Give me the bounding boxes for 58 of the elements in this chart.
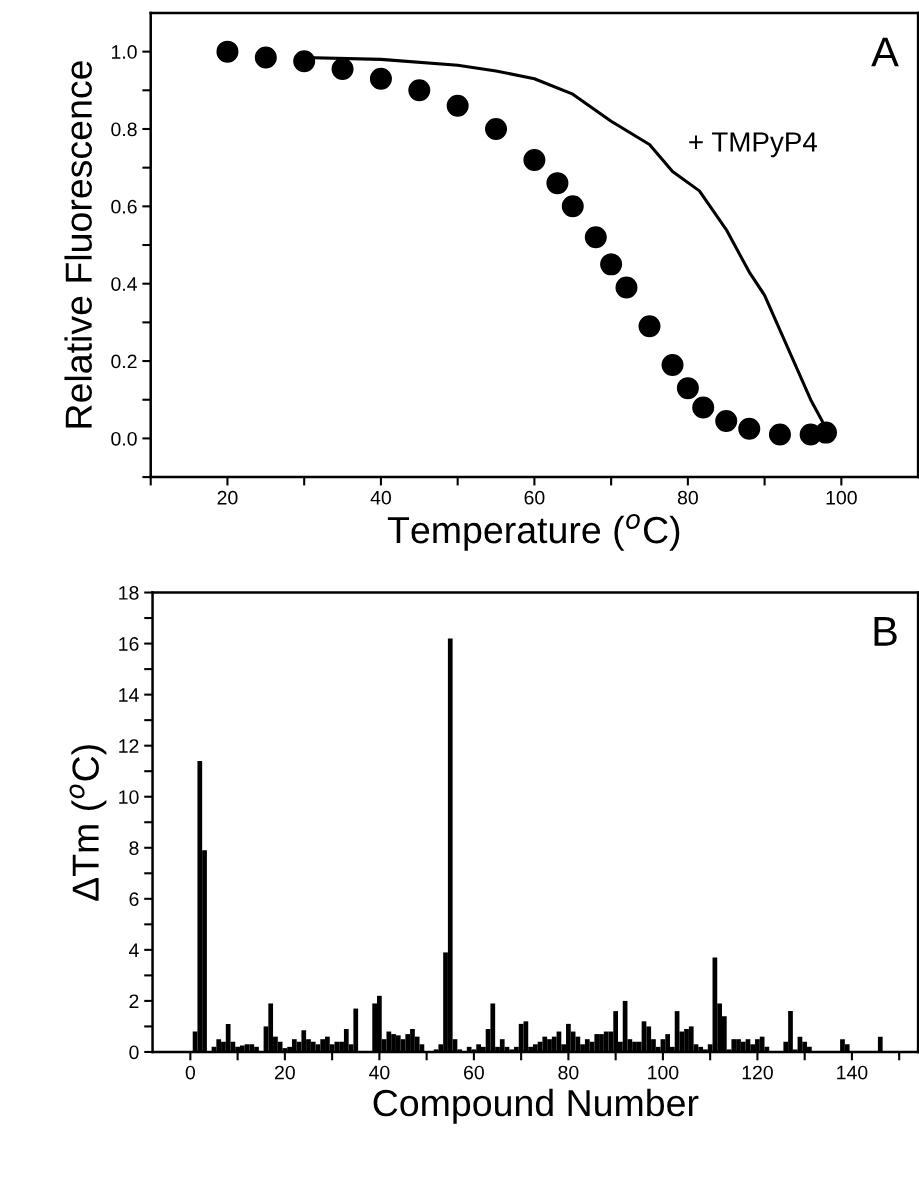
point	[546, 172, 569, 195]
point	[523, 148, 546, 171]
point	[584, 226, 607, 249]
point	[485, 117, 508, 140]
x-tick-label: 120	[742, 1065, 773, 1080]
point	[408, 79, 431, 102]
y-tick-label: 2	[129, 994, 139, 1008]
point	[661, 353, 684, 376]
x-tick-label: 140	[837, 1065, 868, 1080]
y-axis-title: Relative Fluorescence	[64, 61, 92, 428]
y-tick-label: 0.6	[111, 199, 137, 214]
y-tick-label: 0.2	[111, 354, 137, 369]
point	[561, 195, 584, 218]
x-tick-label: 0	[185, 1065, 195, 1080]
y-tick-label: 0.4	[111, 277, 137, 291]
y-tick-label: 10	[119, 790, 139, 804]
y-tick-label: 4	[128, 943, 139, 957]
point	[446, 94, 469, 117]
annotation: A	[871, 37, 899, 67]
point	[768, 423, 791, 446]
point	[369, 67, 392, 90]
annotation: B	[874, 617, 897, 646]
point	[615, 276, 638, 299]
x-axis-title: Temperature ($^{o}$C)	[387, 513, 680, 551]
x-tick-label: 40	[370, 490, 391, 505]
y-tick-label: 16	[119, 637, 139, 651]
y-tick-label: 18	[119, 586, 139, 600]
point	[216, 40, 239, 63]
annotation: + TMPyP4	[689, 132, 818, 158]
y-tick-label: 8	[129, 841, 139, 855]
x-tick-label: 100	[648, 1065, 679, 1080]
point	[676, 377, 699, 400]
x-tick-label: 60	[464, 1065, 484, 1080]
y-tick-label: 0	[129, 1045, 139, 1060]
point	[638, 315, 661, 338]
y-tick-label: 1.0	[111, 45, 137, 59]
point	[293, 50, 316, 73]
point	[738, 417, 761, 440]
point	[254, 46, 277, 69]
point	[331, 58, 354, 81]
y-tick-label: 0.0	[111, 431, 137, 446]
y-tick-label: 14	[119, 688, 139, 702]
y-tick-label: 12	[119, 739, 139, 753]
x-tick-label: 40	[369, 1065, 390, 1080]
point	[715, 410, 738, 433]
x-tick-label: 80	[558, 1065, 579, 1080]
y-tick-label: 6	[129, 892, 139, 907]
point	[815, 421, 837, 444]
x-tick-label: 20	[275, 1065, 295, 1080]
point	[600, 253, 623, 276]
x-tick-label: 100	[826, 490, 857, 505]
y-tick-label: 0.8	[111, 122, 137, 137]
x-tick-label: 80	[677, 490, 698, 505]
point	[692, 396, 715, 419]
y-axis-title: ΔTm ($^{o}$C)	[69, 745, 107, 901]
x-tick-label: 20	[217, 490, 238, 505]
x-axis-title: Compound Number	[373, 1088, 699, 1124]
x-tick-label: 60	[524, 490, 545, 505]
